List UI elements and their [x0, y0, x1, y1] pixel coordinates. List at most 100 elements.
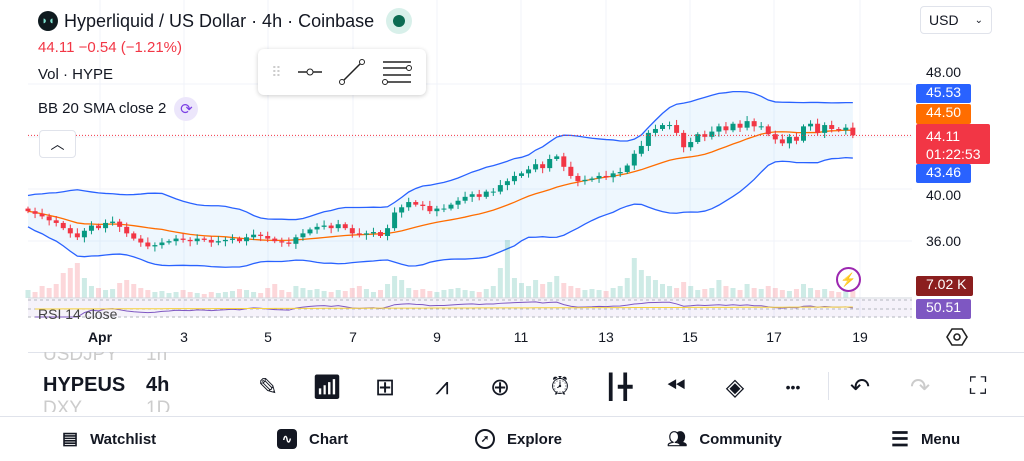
- candle-body: [815, 123, 821, 133]
- candle-body: [237, 238, 242, 242]
- nav-explore[interactable]: ➚ Explore: [475, 420, 562, 458]
- add-icon[interactable]: ⊕: [489, 373, 511, 401]
- candle-body: [166, 241, 172, 243]
- candle-body: [681, 132, 687, 148]
- alert-icon[interactable]: ⏰︎: [550, 373, 570, 400]
- candle-body: [702, 134, 708, 137]
- candle-body: [131, 233, 137, 239]
- time-tick: 19: [852, 329, 868, 345]
- candle-body: [667, 125, 673, 127]
- candle-body: [526, 169, 532, 174]
- candle-body: [801, 126, 806, 141]
- layout-grid-icon[interactable]: ⊞: [374, 373, 396, 401]
- volume-bar: [561, 283, 567, 298]
- current-interval[interactable]: 4h: [146, 374, 170, 396]
- fullscreen-icon[interactable]: ⛶: [969, 373, 987, 400]
- chart-settings-icon[interactable]: [946, 326, 968, 348]
- volume-bar: [702, 289, 708, 298]
- flash-icon[interactable]: ⚡: [836, 267, 861, 292]
- volume-bar: [483, 289, 489, 298]
- replay-icon[interactable]: ⏪︎: [666, 373, 686, 400]
- nav-watchlist[interactable]: ▤ Watchlist: [62, 420, 156, 458]
- candle-type-icon[interactable]: ┃╋: [603, 373, 633, 401]
- symbol-title[interactable]: ◗◖ Hyperliquid / US Dollar · 4h · Coinbas…: [38, 8, 413, 34]
- candle-body: [349, 228, 355, 234]
- volume-bar: [166, 293, 172, 298]
- volume-bar: [286, 292, 292, 298]
- candle-body: [476, 194, 482, 197]
- nav-chart[interactable]: ∿ Chart: [277, 420, 348, 458]
- time-tick: 11: [513, 329, 529, 345]
- drag-handle-icon[interactable]: ⠿: [271, 63, 282, 80]
- time-tick: Apr: [87, 329, 113, 345]
- candle-body: [772, 134, 778, 140]
- current-symbol[interactable]: HYPEUS: [43, 374, 126, 396]
- candle-body: [208, 239, 214, 243]
- candle-body: [117, 221, 123, 227]
- next-interval[interactable]: 1D: [146, 398, 171, 419]
- collapse-legend-button[interactable]: ︿: [39, 130, 76, 158]
- volume-bar: [60, 273, 66, 298]
- volume-bar: [110, 289, 116, 298]
- rsi-legend[interactable]: RSI 14 close: [38, 306, 118, 322]
- layers-icon[interactable]: ◈: [725, 373, 745, 401]
- price-chart[interactable]: [0, 0, 1024, 350]
- more-icon[interactable]: •••: [785, 379, 801, 395]
- bb-upper-line: [27, 90, 853, 221]
- candle-body: [554, 156, 560, 159]
- candle-body: [378, 232, 383, 236]
- currency-select[interactable]: USD ⌄: [920, 6, 992, 34]
- volume-bar: [378, 290, 383, 298]
- volume-bar: [765, 286, 771, 298]
- volume-bar: [356, 286, 362, 298]
- candle-body: [152, 245, 158, 247]
- redo-icon[interactable]: ↷: [909, 373, 931, 401]
- compare-icon[interactable]: ⩘: [435, 373, 449, 400]
- nav-community[interactable]: 👥︎ Community: [667, 420, 782, 458]
- candle-body: [187, 239, 193, 242]
- pencil-icon[interactable]: ✎: [257, 373, 279, 401]
- candle-body: [822, 125, 828, 133]
- candle-body: [660, 125, 665, 129]
- volume-bar: [103, 290, 109, 298]
- volume-bar: [39, 286, 45, 298]
- indicators-icon[interactable]: 📶︎: [311, 373, 343, 401]
- drawing-toolbar: ⠿: [258, 49, 426, 95]
- next-symbol[interactable]: DXY: [43, 398, 83, 419]
- volume-bar: [568, 286, 574, 298]
- candle-body: [385, 228, 391, 236]
- candle-body: [229, 238, 235, 240]
- trend-line-icon[interactable]: [338, 58, 366, 86]
- nav-menu[interactable]: ☰ Menu: [891, 420, 960, 458]
- volume-bar: [434, 292, 440, 298]
- volume-bar: [441, 290, 447, 298]
- volume-legend[interactable]: Vol · HYPE: [38, 66, 114, 83]
- time-tick: 9: [433, 329, 441, 345]
- horizontal-line-icon[interactable]: [296, 62, 324, 82]
- bb-legend[interactable]: BB 20 SMA close 2 ⟳: [38, 97, 199, 121]
- volume-bar: [779, 290, 785, 298]
- prev-symbol[interactable]: USDJPY: [43, 344, 118, 365]
- volume-bar: [138, 288, 144, 298]
- time-tick: 17: [766, 329, 782, 345]
- candle-body: [582, 179, 588, 182]
- undo-icon[interactable]: ↶: [849, 373, 871, 401]
- volume-bar: [850, 291, 856, 298]
- volume-bar: [758, 289, 764, 298]
- candle-body: [497, 185, 503, 192]
- volume-bar: [582, 290, 588, 298]
- bb-lower-tag: 43.46: [916, 164, 971, 183]
- candle-body: [413, 202, 419, 205]
- prev-interval[interactable]: 1h: [146, 344, 168, 365]
- volume-bar: [829, 291, 835, 298]
- volume-bar: [307, 290, 313, 298]
- sync-icon[interactable]: ⟳: [174, 97, 199, 121]
- candle-body: [575, 175, 581, 182]
- fib-retracement-icon[interactable]: [381, 58, 413, 86]
- volume-bar: [370, 292, 376, 298]
- volume-bar: [575, 288, 581, 298]
- candle-body: [758, 126, 764, 128]
- currency-value: USD: [929, 12, 959, 28]
- candle-body: [328, 225, 334, 229]
- candle-body: [688, 142, 694, 148]
